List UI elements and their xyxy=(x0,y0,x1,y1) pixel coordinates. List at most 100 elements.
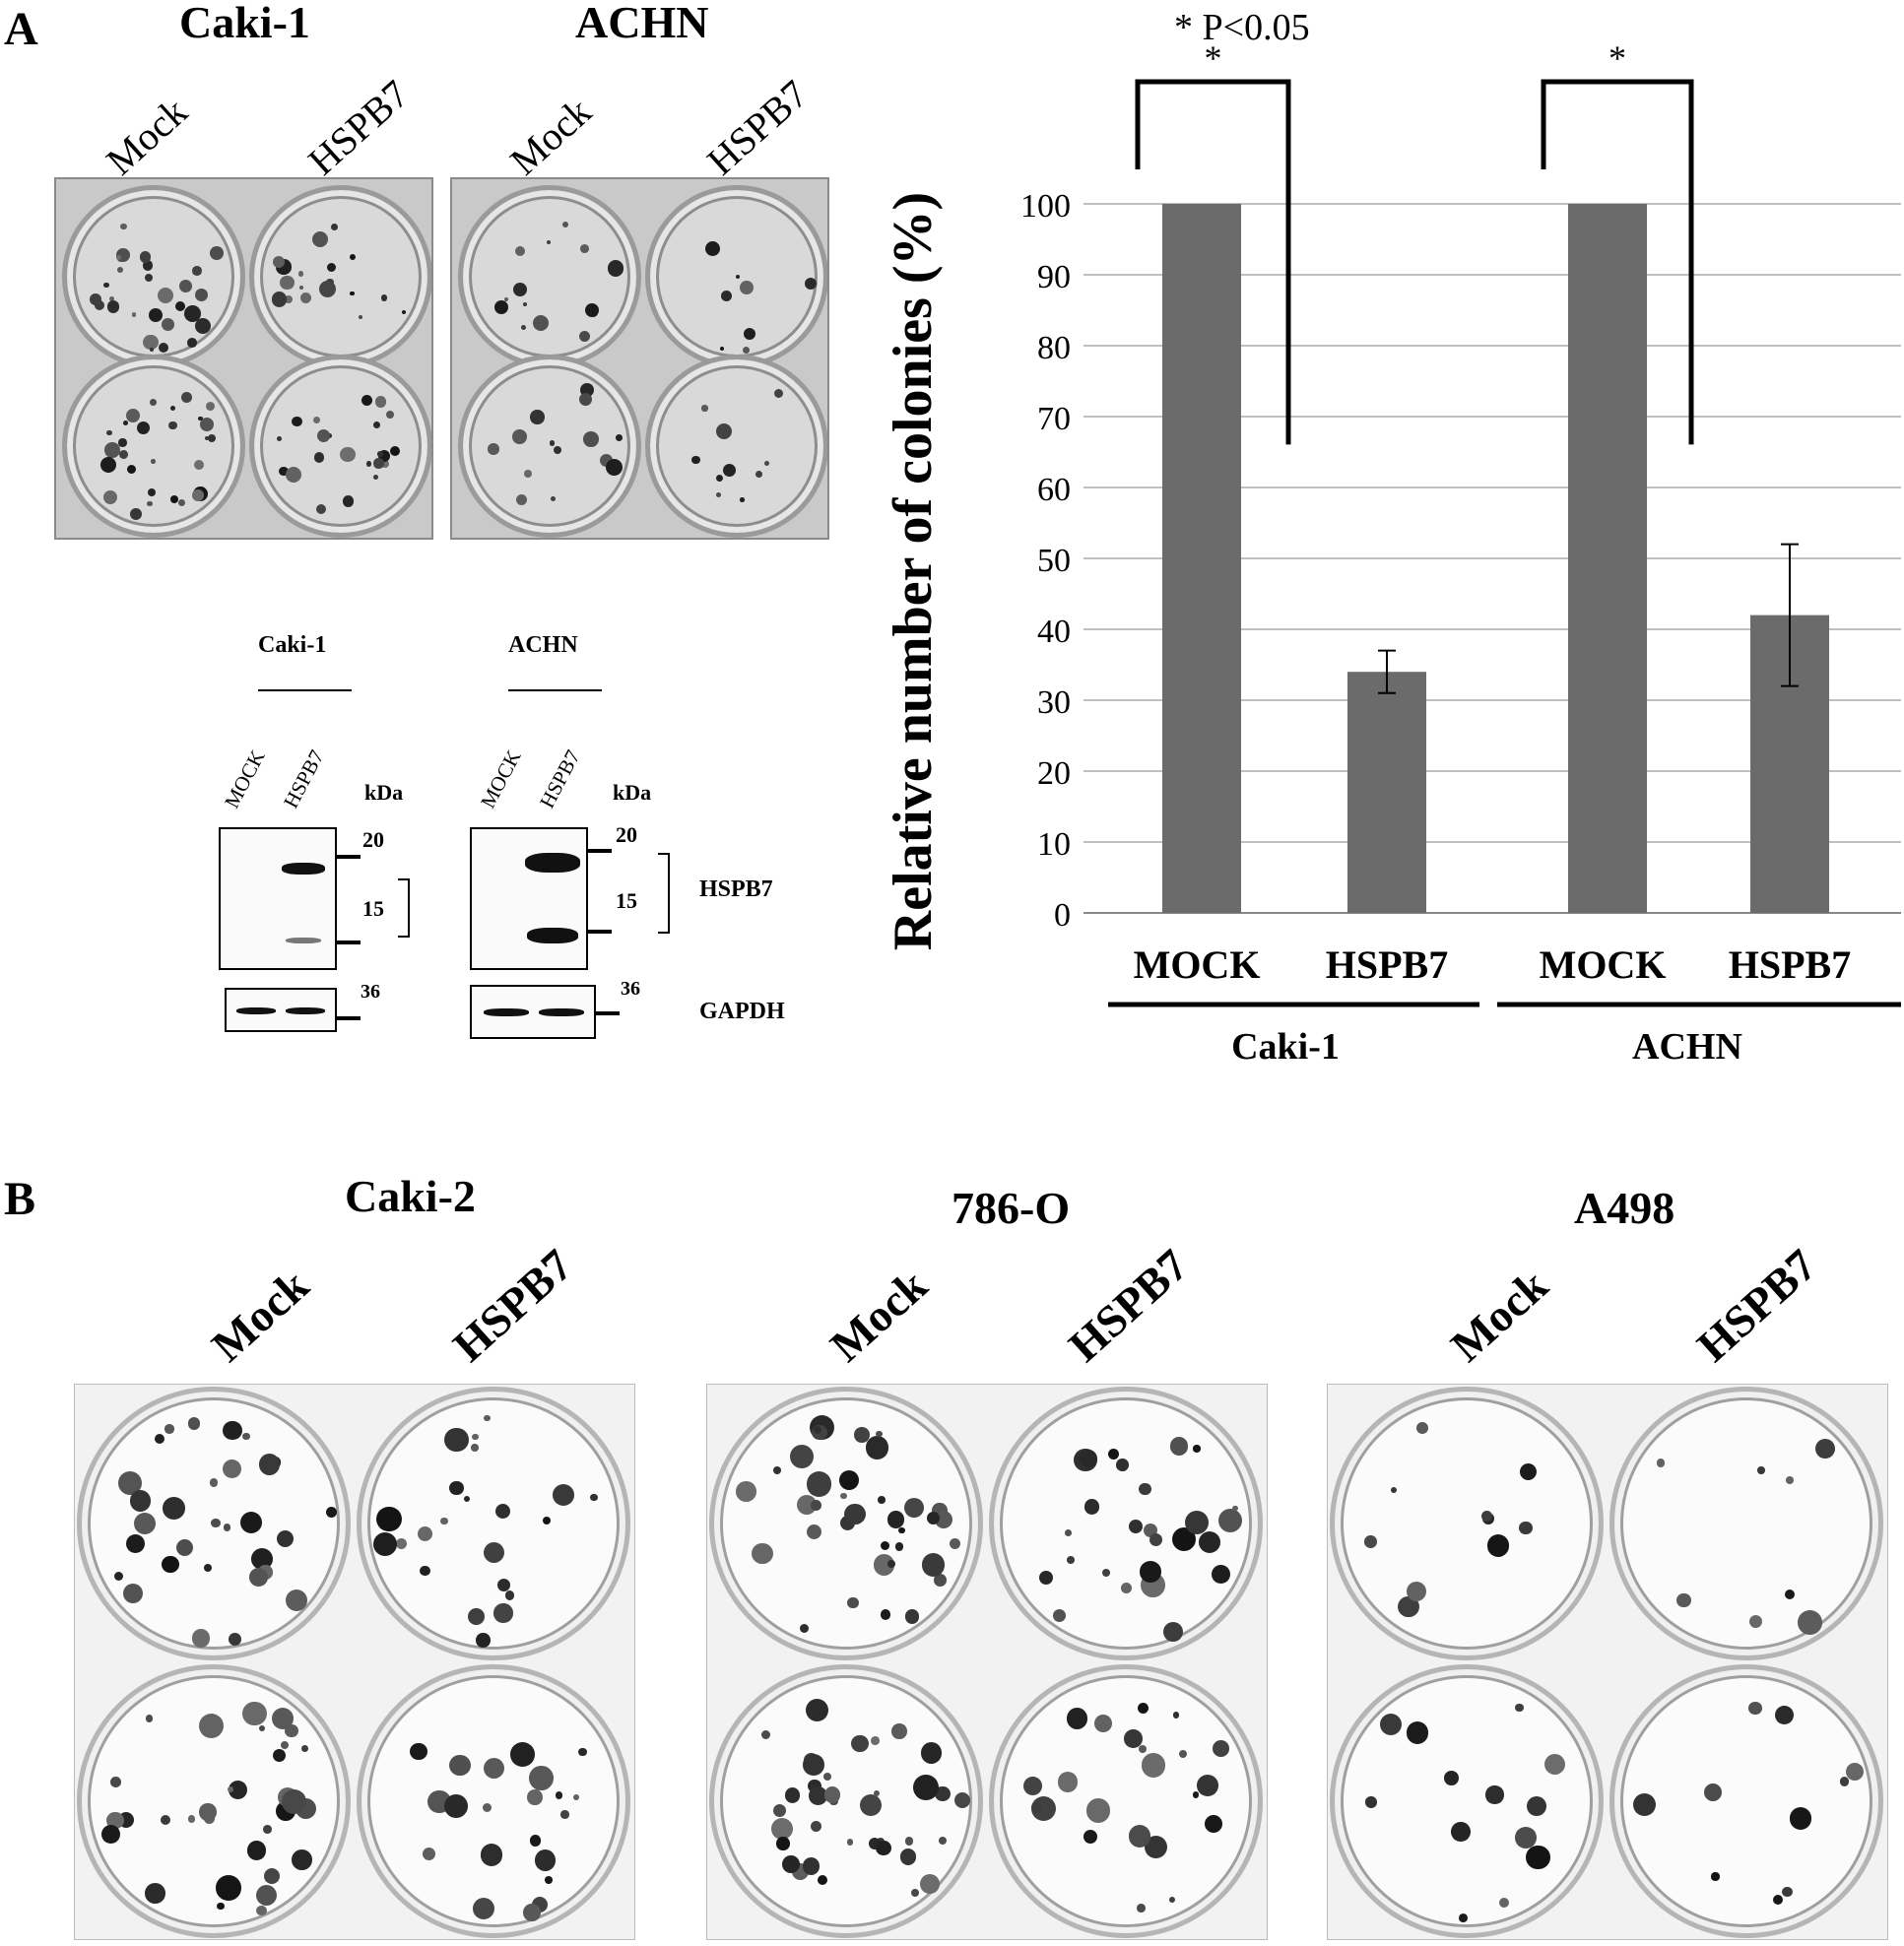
colony xyxy=(495,1503,511,1519)
western-band xyxy=(525,853,580,873)
x-category-label: HSPB7 xyxy=(1326,942,1448,987)
colony xyxy=(736,274,741,279)
colony xyxy=(1129,1519,1144,1533)
colony xyxy=(170,406,176,412)
colony xyxy=(880,1541,889,1551)
protein-label-gapdh: GAPDH xyxy=(699,999,785,1024)
colony xyxy=(168,421,177,429)
colony xyxy=(116,255,121,261)
colony xyxy=(1169,1437,1189,1456)
colony xyxy=(103,282,109,288)
colony xyxy=(150,399,157,406)
colony xyxy=(319,280,337,297)
colony xyxy=(110,1777,121,1787)
western-title-underline xyxy=(508,689,602,691)
colony xyxy=(802,1857,820,1875)
colony xyxy=(1141,1753,1166,1778)
colony xyxy=(1138,1745,1148,1754)
colony xyxy=(873,1553,895,1576)
y-tick-label: 40 xyxy=(1037,614,1071,650)
significance-legend: * P<0.05 xyxy=(1174,7,1310,48)
colony xyxy=(510,1742,535,1768)
y-tick-label: 60 xyxy=(1037,472,1071,508)
lane-label-achn-mock: Mock xyxy=(501,89,600,184)
colony xyxy=(147,500,153,507)
colony xyxy=(251,1547,274,1570)
colony xyxy=(898,1527,905,1534)
colony xyxy=(770,1817,793,1841)
colony xyxy=(359,314,363,320)
colony xyxy=(1365,1796,1377,1808)
colony xyxy=(312,416,321,424)
colony xyxy=(90,293,102,305)
colony xyxy=(1204,1815,1222,1834)
colony xyxy=(497,1579,511,1592)
marker-caki1-15: 15 xyxy=(362,896,384,921)
bar xyxy=(1568,204,1647,913)
significance-bracket xyxy=(1135,79,1291,445)
colony xyxy=(934,1574,948,1588)
significance-asterisk: * xyxy=(1609,38,1626,78)
colony xyxy=(513,282,528,296)
colony xyxy=(1544,1753,1565,1775)
colony xyxy=(271,292,288,307)
colony xyxy=(578,1747,587,1757)
colony xyxy=(449,1754,471,1777)
colony xyxy=(1083,1499,1100,1515)
colony xyxy=(905,1609,920,1624)
colony xyxy=(114,1571,124,1581)
colony xyxy=(187,1417,201,1431)
colony xyxy=(137,422,151,435)
colony xyxy=(742,346,750,354)
colony xyxy=(874,1789,881,1797)
colony xyxy=(1390,1487,1397,1494)
colony xyxy=(704,241,720,257)
colony xyxy=(106,429,112,436)
colony xyxy=(850,1734,869,1753)
colony xyxy=(330,223,338,231)
colony xyxy=(242,1702,267,1726)
colony xyxy=(1162,1621,1183,1642)
colony xyxy=(178,279,193,292)
colony xyxy=(894,1542,904,1551)
colony-plate-caki1 xyxy=(54,177,433,540)
colony xyxy=(102,490,117,505)
colony-plate-caki2 xyxy=(74,1384,635,1940)
colony xyxy=(1657,1459,1666,1467)
colony xyxy=(1192,1791,1200,1798)
western-lane-caki1-hspb7: HSPB7 xyxy=(278,746,329,812)
colony xyxy=(162,317,175,331)
western-lane-caki1-mock: MOCK xyxy=(219,746,270,812)
colony xyxy=(223,1420,242,1441)
colony xyxy=(1515,1703,1524,1713)
western-band xyxy=(539,1008,584,1016)
colony xyxy=(1519,1462,1538,1481)
colony xyxy=(193,459,204,470)
colony xyxy=(467,1607,485,1625)
colony xyxy=(1065,1529,1073,1536)
colony xyxy=(228,1780,247,1799)
colony xyxy=(215,1875,241,1901)
colony xyxy=(122,1584,144,1604)
colony xyxy=(546,240,551,245)
colony xyxy=(954,1792,971,1809)
colony xyxy=(207,433,216,442)
colony xyxy=(880,1609,891,1620)
colony xyxy=(1178,1749,1187,1758)
colony xyxy=(420,1565,430,1577)
y-tick-label: 50 xyxy=(1037,543,1071,579)
colony xyxy=(373,474,379,480)
bar xyxy=(1162,204,1241,913)
colony xyxy=(544,1876,553,1884)
colony xyxy=(1083,1830,1097,1845)
colony xyxy=(284,295,293,304)
colony xyxy=(1144,1836,1168,1859)
colony xyxy=(373,458,384,469)
colony xyxy=(886,1511,904,1528)
colony xyxy=(488,443,499,455)
colony xyxy=(246,1841,267,1861)
colony xyxy=(249,1567,268,1587)
colony xyxy=(199,1713,225,1738)
western-band xyxy=(286,1007,325,1014)
colony xyxy=(140,251,152,263)
